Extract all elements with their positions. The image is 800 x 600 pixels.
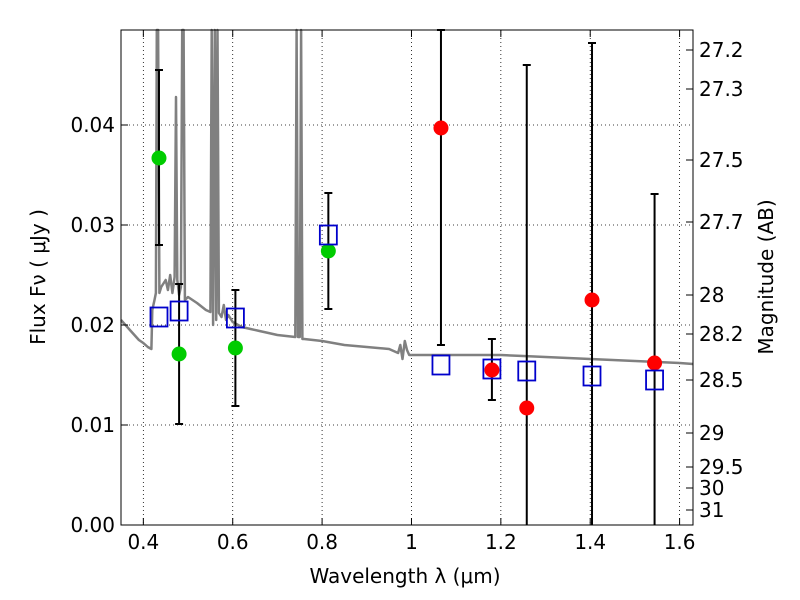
mag-tick-label: 28 bbox=[699, 283, 724, 307]
y-axis-ticks: 0.00 0.01 0.02 0.03 0.04 bbox=[70, 113, 128, 537]
red-data-point bbox=[433, 120, 449, 136]
x-tick-label: 1.6 bbox=[664, 530, 696, 554]
mag-tick-label: 27.2 bbox=[699, 38, 744, 62]
model-square-point bbox=[225, 307, 245, 329]
model-square-point bbox=[318, 224, 338, 246]
red-data-point bbox=[584, 292, 600, 308]
x-tick-label: 0.6 bbox=[217, 530, 249, 554]
mag-tick-label: 27.3 bbox=[699, 77, 744, 101]
green-data-point bbox=[320, 243, 336, 259]
plot-area bbox=[121, 30, 693, 525]
model-square-point bbox=[482, 358, 502, 380]
x-axis-ticks: 0.4 0.6 0.8 1 1.2 1.4 1.6 bbox=[127, 30, 696, 554]
mag-tick-label: 27.7 bbox=[699, 210, 744, 234]
x-tick-label: 0.4 bbox=[127, 530, 159, 554]
mag-tick-label: 29 bbox=[699, 421, 724, 445]
x-axis-label: Wavelength λ (μm) bbox=[309, 564, 500, 588]
y-tick-label: 0.00 bbox=[70, 513, 115, 537]
x-tick-label: 0.8 bbox=[306, 530, 338, 554]
mag-tick-label: 28.2 bbox=[699, 322, 744, 346]
data-points bbox=[149, 120, 664, 416]
model-square-point bbox=[645, 369, 664, 391]
model-spectrum bbox=[120, 28, 694, 366]
plot-frame bbox=[120, 29, 694, 526]
mag-tick-label: 29.5 bbox=[699, 455, 744, 479]
green-data-point bbox=[151, 150, 167, 166]
green-data-point bbox=[171, 346, 187, 362]
model-spectrum-line bbox=[120, 28, 694, 366]
red-data-point bbox=[484, 362, 500, 378]
y-tick-label: 0.02 bbox=[70, 313, 115, 337]
red-data-point bbox=[519, 400, 535, 416]
mag-tick-label: 28.5 bbox=[699, 368, 744, 392]
model-square-point bbox=[169, 300, 189, 322]
x-tick-label: 1 bbox=[405, 530, 418, 554]
x-tick-label: 1.2 bbox=[485, 530, 517, 554]
model-square-point bbox=[517, 360, 537, 382]
y-tick-label: 0.04 bbox=[70, 113, 115, 137]
green-data-point bbox=[227, 340, 243, 356]
mag-tick-label: 30 bbox=[699, 476, 724, 500]
mag-tick-label: 31 bbox=[699, 498, 724, 522]
model-square-point bbox=[149, 306, 169, 328]
red-data-point bbox=[647, 355, 663, 371]
model-square-point bbox=[582, 365, 602, 387]
model-square-point bbox=[431, 354, 451, 376]
x-tick-label: 1.4 bbox=[574, 530, 606, 554]
y-tick-label: 0.03 bbox=[70, 213, 115, 237]
mag-tick-label: 27.5 bbox=[699, 148, 744, 172]
y-tick-label: 0.01 bbox=[70, 413, 115, 437]
y2-axis-label: Magnitude (AB) bbox=[754, 199, 778, 354]
y-axis-label: Flux Fν ( μJy ) bbox=[26, 209, 50, 345]
